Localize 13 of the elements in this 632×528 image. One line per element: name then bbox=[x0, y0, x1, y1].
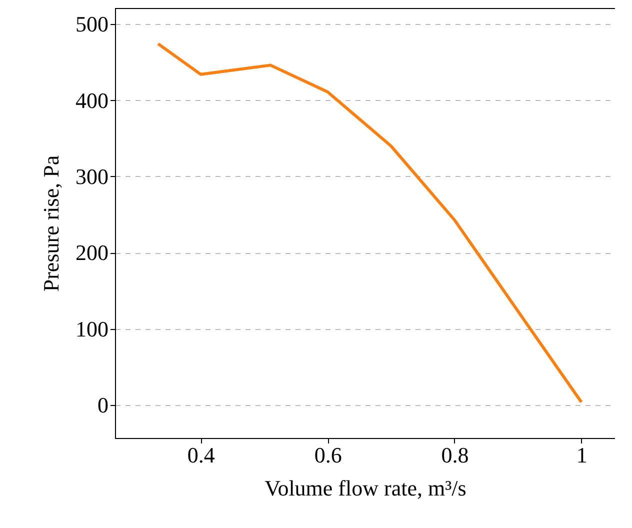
x-tick-label: 0.6 bbox=[314, 442, 342, 468]
y-tick-label: 300 bbox=[76, 164, 108, 189]
x-axis-title: Volume flow rate, m³/s bbox=[264, 476, 466, 500]
y-tick-label: 500 bbox=[76, 12, 108, 37]
y-axis-title: Presure rise, Pa bbox=[38, 155, 64, 292]
y-tick-label: 200 bbox=[76, 240, 108, 266]
x-tick-label: 0.4 bbox=[187, 442, 215, 468]
y-tick-label: 0 bbox=[98, 392, 108, 418]
y-tick-label: 100 bbox=[76, 316, 108, 342]
x-tick-label: 0.8 bbox=[441, 442, 469, 468]
x-tick-label: 1 bbox=[576, 442, 588, 468]
line-series bbox=[156, 42, 583, 404]
y-tick-label: 400 bbox=[76, 88, 108, 113]
